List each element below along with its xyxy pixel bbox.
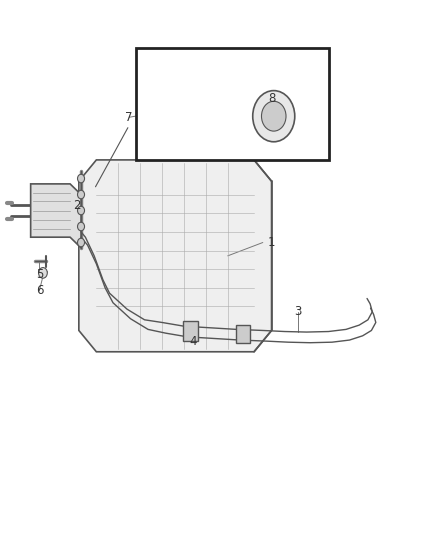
Bar: [183, 321, 198, 341]
Circle shape: [78, 206, 85, 215]
Bar: [236, 325, 250, 343]
Text: 8: 8: [268, 92, 275, 105]
Polygon shape: [79, 160, 272, 352]
Bar: [155, 96, 195, 136]
Circle shape: [253, 91, 295, 142]
Text: 5: 5: [36, 268, 43, 281]
Circle shape: [78, 238, 85, 247]
Circle shape: [78, 222, 85, 231]
Circle shape: [78, 174, 85, 183]
Polygon shape: [31, 184, 81, 248]
Circle shape: [78, 190, 85, 199]
Circle shape: [261, 101, 286, 131]
Text: 6: 6: [35, 284, 43, 297]
Text: 1: 1: [268, 236, 276, 249]
Bar: [136, 48, 328, 160]
Text: 4: 4: [189, 335, 197, 348]
Text: 7: 7: [125, 111, 133, 124]
Text: 2: 2: [73, 199, 81, 212]
Text: 3: 3: [294, 305, 301, 318]
Circle shape: [39, 268, 47, 278]
